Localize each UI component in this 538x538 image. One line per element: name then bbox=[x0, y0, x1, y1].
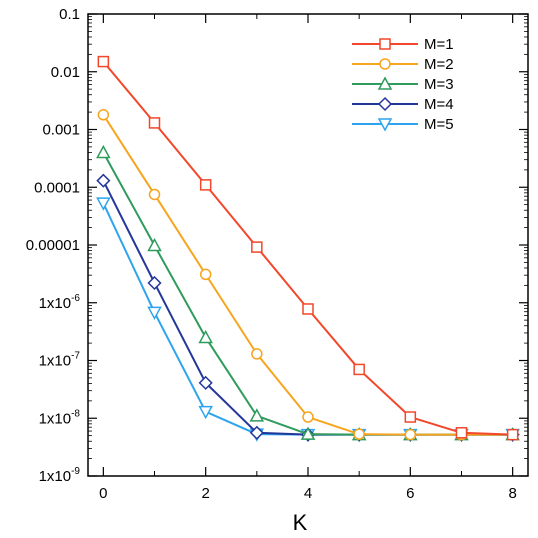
legend-marker bbox=[379, 58, 391, 70]
data-point bbox=[353, 428, 365, 440]
data-point bbox=[249, 408, 265, 422]
plot-area bbox=[96, 55, 520, 443]
y-tick-label: 0.001 bbox=[42, 122, 80, 139]
data-point bbox=[97, 109, 110, 121]
legend-marker bbox=[377, 76, 393, 90]
series-m5 bbox=[96, 197, 520, 443]
data-point bbox=[300, 426, 316, 440]
data-point bbox=[404, 411, 417, 423]
legend-entry: M=3 bbox=[352, 76, 454, 93]
legend-marker bbox=[379, 38, 391, 50]
legend-entry: M=4 bbox=[352, 96, 454, 113]
legend-label: M=3 bbox=[424, 76, 454, 93]
y-tick-label: 1x10-7 bbox=[39, 351, 81, 370]
data-point bbox=[148, 188, 161, 201]
x-axis-title: K bbox=[293, 510, 308, 535]
legend-entry: M=1 bbox=[352, 36, 454, 53]
data-point bbox=[96, 173, 111, 188]
legend-label: M=5 bbox=[424, 116, 454, 133]
data-point bbox=[148, 117, 161, 129]
series-line bbox=[102, 114, 513, 436]
data-point bbox=[404, 428, 417, 441]
y-tick-label: 0.00001 bbox=[26, 237, 80, 254]
y-tick-label: 0.1 bbox=[59, 6, 80, 23]
legend-label: M=4 bbox=[424, 96, 454, 113]
series-line bbox=[102, 202, 513, 436]
legend: M=1 M=2 M=3 M=4 M=5 bbox=[352, 36, 454, 133]
legend-marker bbox=[377, 96, 393, 112]
x-tick-label: 4 bbox=[304, 485, 312, 502]
legend-entry: M=2 bbox=[352, 56, 454, 73]
x-tick-label: 6 bbox=[406, 485, 414, 502]
data-point bbox=[97, 55, 110, 68]
x-tick-label: 0 bbox=[99, 485, 107, 502]
data-point bbox=[353, 363, 365, 376]
data-point bbox=[147, 275, 162, 291]
y-tick-label: 1x10-6 bbox=[39, 293, 81, 312]
legend-label: M=1 bbox=[424, 36, 454, 53]
data-point bbox=[506, 428, 519, 441]
y-tick-label: 0.01 bbox=[51, 64, 80, 81]
series-m2 bbox=[97, 109, 519, 441]
data-point bbox=[251, 241, 263, 253]
data-point bbox=[96, 197, 111, 211]
data-point bbox=[302, 303, 314, 315]
data-point bbox=[96, 144, 111, 159]
data-point bbox=[199, 268, 212, 281]
x-tick-label: 2 bbox=[202, 485, 210, 502]
data-point bbox=[198, 329, 213, 344]
legend-label: M=2 bbox=[424, 56, 454, 73]
series-m1 bbox=[97, 55, 519, 441]
x-tick-label: 8 bbox=[508, 485, 516, 502]
data-point bbox=[251, 348, 263, 360]
y-tick-label: 0.0001 bbox=[34, 179, 80, 196]
y-tick-label: 1x10-9 bbox=[39, 466, 81, 485]
axes: 0 2 4 6 8 0.1 0.01 0.001 0.0001 0.00001 1x10-6 1x10… bbox=[26, 6, 529, 502]
series-line bbox=[102, 151, 513, 436]
y-tick-label: 1x10-8 bbox=[39, 408, 81, 427]
data-point bbox=[249, 425, 264, 440]
legend-entry: M=5 bbox=[352, 116, 454, 133]
data-point bbox=[199, 179, 212, 191]
data-point bbox=[147, 237, 162, 252]
data-point bbox=[147, 306, 162, 320]
legend-marker bbox=[377, 118, 393, 132]
data-point bbox=[302, 411, 314, 423]
data-point bbox=[198, 405, 213, 420]
data-point bbox=[198, 375, 213, 390]
data-point bbox=[455, 427, 468, 439]
